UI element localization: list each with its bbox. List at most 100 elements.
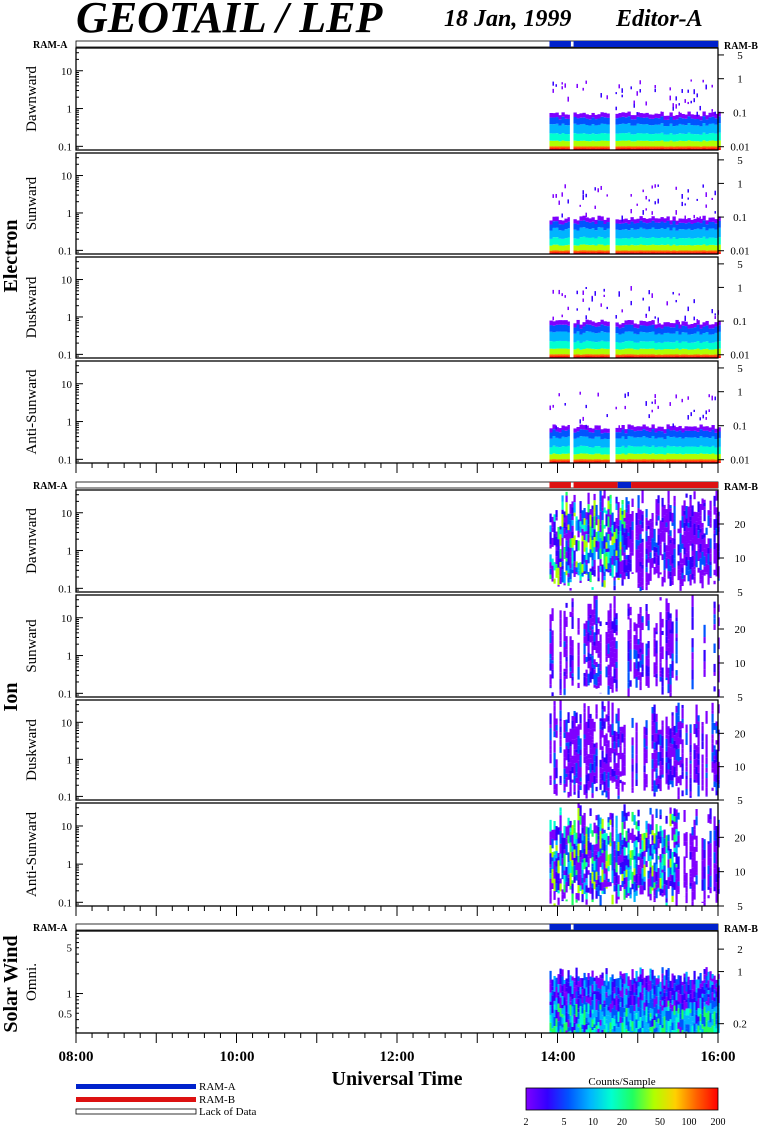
heatmap-cell	[594, 354, 597, 356]
heatmap-cell	[613, 549, 615, 561]
heatmap-cell	[653, 648, 655, 657]
heatmap-cell	[585, 222, 588, 229]
heatmap-cell	[708, 245, 711, 250]
heatmap-cell	[569, 783, 571, 787]
heatmap-cell	[690, 431, 693, 438]
heatmap-cell	[621, 988, 623, 997]
heatmap-cell	[605, 542, 607, 548]
heatmap-cell	[623, 973, 625, 984]
heatmap-cell	[619, 771, 621, 776]
heatmap-cell	[643, 727, 645, 734]
heatmap-cell	[573, 535, 575, 545]
heatmap-cell	[695, 728, 697, 737]
heatmap-cell	[619, 976, 621, 980]
heatmap-cell	[647, 984, 649, 992]
heatmap-cell	[642, 425, 645, 430]
heatmap-speck	[714, 211, 716, 214]
heatmap-cell	[579, 574, 581, 581]
heatmap-cell	[611, 646, 613, 658]
heatmap-cell	[613, 763, 615, 771]
heatmap-cell	[711, 146, 714, 148]
heatmap-cell	[709, 808, 711, 820]
heatmap-cell	[641, 565, 643, 569]
heatmap-cell	[619, 971, 621, 975]
heatmap-cell	[613, 1019, 615, 1026]
heatmap-cell	[567, 749, 569, 753]
heatmap-cell	[588, 238, 591, 245]
heatmap-cell	[653, 547, 655, 552]
heatmap-cell	[579, 228, 582, 237]
heatmap-cell	[665, 527, 667, 532]
heatmap-cell	[621, 1023, 623, 1033]
heatmap-cell	[589, 619, 591, 626]
heatmap-cell	[639, 686, 641, 690]
heatmap-cell	[666, 135, 669, 142]
heatmap-cell	[669, 349, 672, 354]
heatmap-cell	[679, 573, 681, 576]
heatmap-cell	[611, 634, 613, 641]
heatmap-cell	[701, 768, 703, 780]
heatmap-cell	[587, 781, 589, 789]
heatmap-cell	[660, 237, 663, 244]
heatmap-cell	[702, 140, 705, 146]
heatmap-cell	[555, 510, 557, 517]
heatmap-cell	[661, 554, 663, 560]
heatmap-cell	[565, 533, 567, 540]
heatmap-cell	[553, 1001, 555, 1005]
heatmap-cell	[615, 662, 617, 668]
heatmap-cell	[585, 678, 587, 687]
heatmap-cell	[600, 133, 603, 141]
heatmap-cell	[597, 1011, 599, 1022]
y-tick-label: 10	[61, 171, 73, 183]
heatmap-speck	[582, 195, 584, 200]
heatmap-cell	[654, 250, 657, 252]
heatmap-cell	[655, 623, 657, 631]
heatmap-cell	[647, 1023, 649, 1028]
heatmap-cell	[582, 146, 585, 148]
heatmap-cell	[713, 764, 715, 775]
heatmap-cell	[642, 446, 645, 454]
heatmap-cell	[678, 430, 681, 437]
heatmap-cell	[613, 849, 615, 856]
heatmap-cell	[577, 656, 579, 667]
heatmap-cell	[555, 1002, 557, 1010]
heatmap-cell	[618, 328, 621, 334]
heatmap-cell	[665, 848, 667, 853]
heatmap-cell	[571, 884, 573, 894]
heatmap-cell	[585, 134, 588, 141]
heatmap-cell	[573, 850, 575, 858]
heatmap-cell	[665, 611, 667, 620]
heatmap-cell	[607, 644, 609, 654]
heatmap-cell	[647, 526, 649, 530]
heatmap-cell	[648, 250, 651, 252]
heatmap-speck	[672, 292, 674, 294]
heatmap-cell	[618, 230, 621, 239]
heatmap-cell	[703, 670, 705, 677]
heatmap-cell	[613, 649, 615, 653]
heatmap-cell	[593, 755, 595, 762]
heatmap-speck	[684, 216, 686, 220]
heatmap-cell	[651, 1027, 653, 1033]
heatmap-cell	[555, 341, 558, 349]
heatmap-cell	[711, 710, 713, 714]
heatmap-cell	[659, 1015, 661, 1025]
heatmap-cell	[551, 1028, 553, 1033]
heatmap-cell	[693, 889, 695, 900]
heatmap-cell	[553, 724, 555, 732]
heatmap-cell	[669, 536, 671, 540]
heatmap-cell	[591, 536, 593, 541]
heatmap-cell	[693, 354, 696, 356]
heatmap-cell	[607, 570, 609, 572]
heatmap-cell	[665, 678, 667, 680]
heatmap-cell	[619, 561, 621, 574]
heatmap-cell	[615, 1000, 617, 1010]
heatmap-cell	[557, 853, 559, 856]
heatmap-cell	[696, 428, 699, 432]
heatmap-cell	[627, 833, 629, 843]
heatmap-cell	[579, 723, 581, 729]
heatmap-cell	[573, 141, 576, 147]
heatmap-cell	[687, 431, 690, 438]
heatmap-cell	[605, 622, 607, 625]
heatmap-cell	[559, 652, 561, 660]
heatmap-cell	[681, 432, 684, 438]
